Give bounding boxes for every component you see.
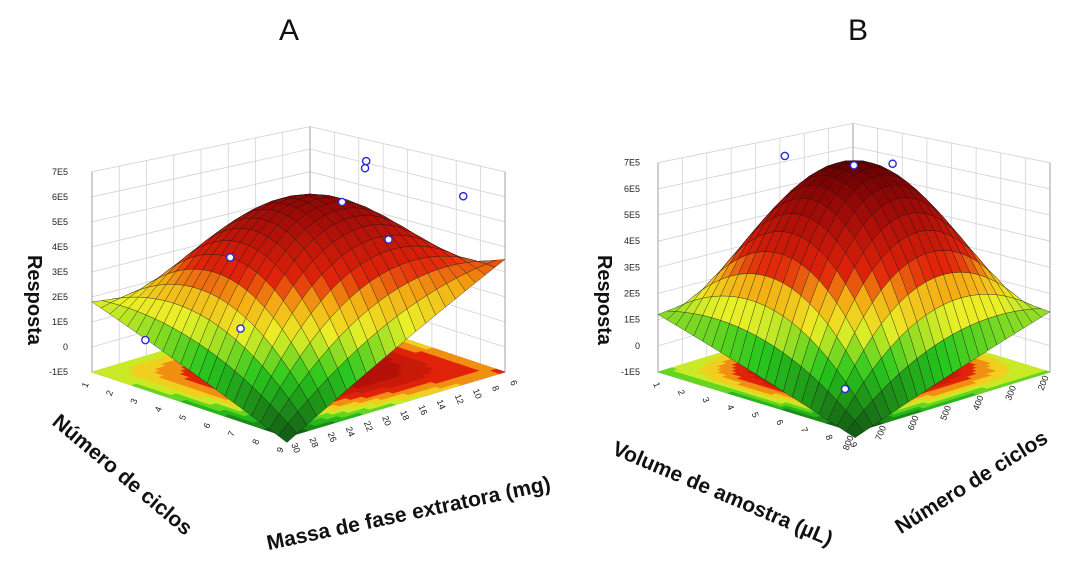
y-tick-label: 6 <box>202 421 213 429</box>
x-tick-label: 12 <box>453 393 466 406</box>
wall-gridline <box>91 126 506 173</box>
design-point-marker <box>384 235 393 244</box>
y-tick-label: 8 <box>824 433 835 441</box>
y-tick-label: 4 <box>153 405 164 413</box>
design-point-marker <box>337 197 347 207</box>
wall-gridline <box>657 122 1051 164</box>
x-tick-label: 24 <box>344 425 357 438</box>
x-tick-label: 600 <box>906 414 921 432</box>
y-tick-label: 7 <box>226 429 237 437</box>
z-tick-label: -1E5 <box>49 367 68 377</box>
y-tick-label: 2 <box>676 388 687 396</box>
z-tick-label: 1E5 <box>52 317 68 327</box>
z-tick-label: 5E5 <box>624 210 640 220</box>
panel-a: A 7E56E55E54E53E52E51E50-1E5681012141618… <box>23 14 553 555</box>
design-point-marker <box>236 324 245 333</box>
y-tick-label: 5 <box>177 413 188 421</box>
x-tick-label: 10 <box>471 387 484 400</box>
y-tick-label: 7 <box>799 426 810 434</box>
y-tick-label: 1 <box>651 381 662 389</box>
x-tick-label: 22 <box>362 420 375 433</box>
response-surface <box>91 193 506 443</box>
design-points <box>780 151 897 394</box>
z-tick-label: 0 <box>635 341 640 351</box>
x-tick-label: 8 <box>490 384 501 392</box>
design-point-marker <box>141 335 150 345</box>
z-axis-title: Resposta <box>593 255 615 346</box>
z-tick-label: 2E5 <box>624 289 640 299</box>
surface-cell <box>845 420 865 439</box>
x-tick-label: 300 <box>1003 384 1018 402</box>
x-tick-label: 16 <box>416 403 429 416</box>
design-point-marker <box>849 161 859 170</box>
z-tick-label: 7E5 <box>52 167 68 177</box>
x-axis-title: Volume de amostra (µL) <box>609 437 836 551</box>
z-tick-label: 2E5 <box>52 292 68 302</box>
z-tick-label: 4E5 <box>624 236 640 246</box>
x-tick-label: 20 <box>380 414 393 427</box>
z-axis-title: Resposta <box>23 255 45 346</box>
y-tick-label: 8 <box>250 438 261 446</box>
y-tick-label: 5 <box>750 411 761 419</box>
wall-gridline <box>91 148 506 198</box>
z-tick-label: 6E5 <box>624 184 640 194</box>
z-tick-label: -1E5 <box>621 367 640 377</box>
x-tick-label: 18 <box>398 409 411 422</box>
x-tick-label: 26 <box>326 431 339 444</box>
design-point-marker <box>840 384 850 394</box>
z-tick-label: 6E5 <box>52 192 68 202</box>
y-tick-label: 6 <box>774 418 785 426</box>
y-tick-label: 9 <box>275 446 286 454</box>
x-tick-label: 14 <box>435 398 448 411</box>
panel-b-title: B <box>848 14 868 47</box>
x-tick-label: 6 <box>508 379 519 387</box>
y-axis-title: Número de ciclos <box>891 426 1052 538</box>
z-tick-label: 7E5 <box>624 158 640 168</box>
panel-a-title: A <box>279 14 299 47</box>
y-tick-label: 3 <box>128 397 139 405</box>
x-axis-title: Massa de fase extratora (mg) <box>265 472 553 555</box>
surface-cell <box>277 423 298 443</box>
design-point-marker <box>458 191 468 201</box>
y-tick-label: 4 <box>725 403 736 411</box>
design-points <box>141 156 468 345</box>
y-tick-label: 9 <box>848 441 859 449</box>
z-tick-label: 3E5 <box>52 267 68 277</box>
x-tick-label: 200 <box>1036 374 1051 392</box>
x-tick-label: 30 <box>289 441 302 454</box>
x-tick-label: 28 <box>307 436 320 449</box>
design-point-marker <box>780 151 790 161</box>
z-tick-label: 0 <box>63 342 68 352</box>
y-tick-label: 1 <box>80 381 91 389</box>
z-tick-label: 1E5 <box>624 315 640 325</box>
y-tick-label: 2 <box>104 389 115 397</box>
x-tick-label: 500 <box>938 404 953 422</box>
design-point-marker <box>360 163 370 173</box>
z-tick-label: 5E5 <box>52 217 68 227</box>
y-tick-label: 3 <box>700 396 711 404</box>
x-tick-label: 400 <box>971 394 986 412</box>
z-tick-label: 4E5 <box>52 242 68 252</box>
x-tick-label: 700 <box>873 424 888 442</box>
panel-b: B 7E5 6E5 5E5 4E5 3E5 2E5 1E5 0 -1E5 200 300 400 500… <box>593 14 1052 551</box>
design-point-marker <box>888 159 897 169</box>
design-point-marker <box>361 156 371 166</box>
y-axis-title: Número de ciclos <box>48 410 197 540</box>
response-surface <box>657 160 1051 439</box>
design-point-marker <box>225 253 235 262</box>
z-tick-label: 3E5 <box>624 262 640 272</box>
